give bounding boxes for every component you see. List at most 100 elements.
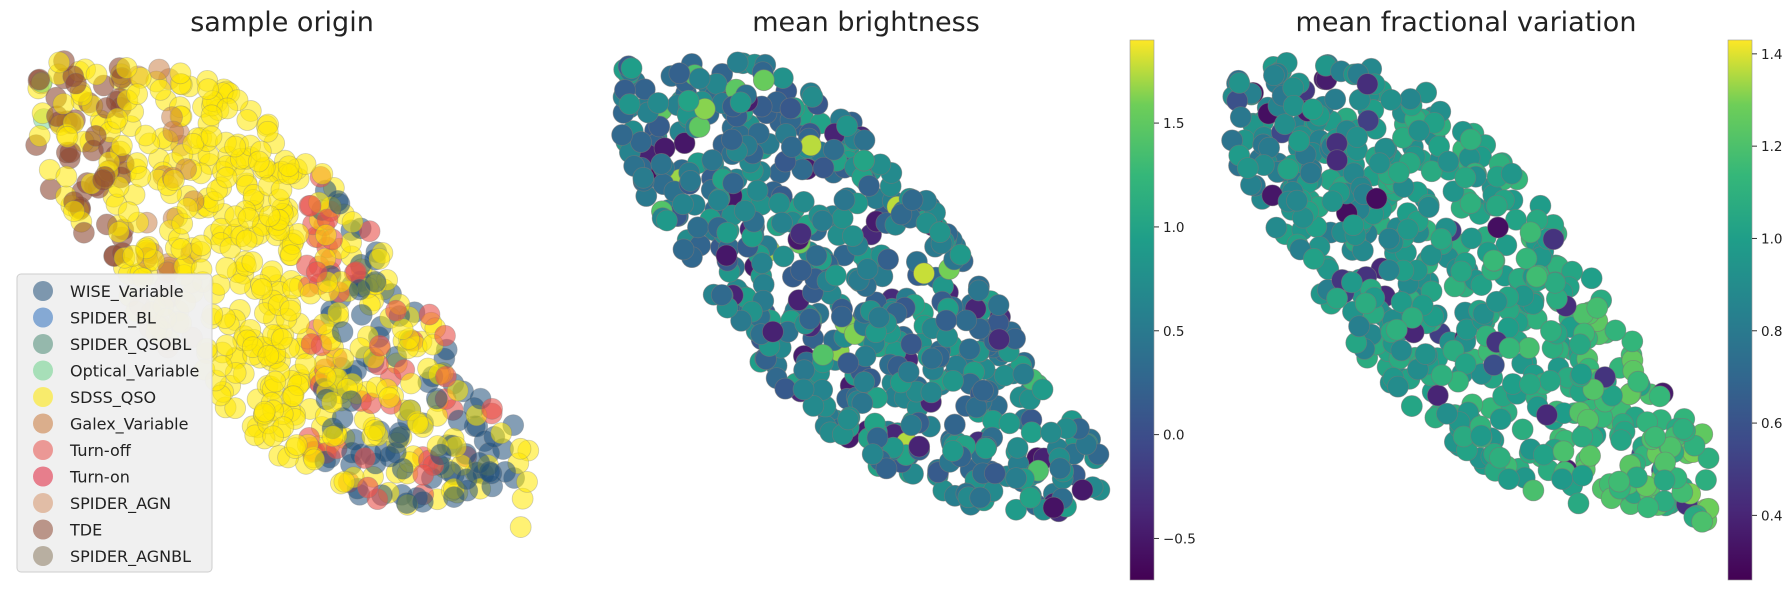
legend-marker	[33, 360, 53, 381]
data-point	[321, 391, 343, 414]
data-point	[28, 68, 51, 91]
data-point	[1637, 496, 1659, 519]
data-point	[446, 379, 469, 402]
data-point	[1263, 64, 1285, 87]
data-point	[258, 205, 281, 228]
data-point	[1340, 271, 1363, 294]
data-point	[1302, 247, 1325, 270]
data-point	[687, 216, 709, 239]
data-point	[1006, 436, 1029, 459]
data-point	[812, 343, 834, 366]
data-point	[1522, 479, 1545, 502]
data-point	[331, 321, 354, 343]
data-point	[729, 91, 752, 114]
data-point	[1539, 369, 1562, 392]
data-point	[1608, 470, 1631, 493]
colorbar-gradient	[1727, 39, 1753, 581]
legend-marker	[33, 413, 53, 434]
data-point	[822, 138, 845, 161]
data-point	[314, 366, 337, 388]
data-point	[1627, 370, 1650, 393]
data-point	[618, 93, 641, 116]
data-point	[974, 437, 997, 460]
data-point	[190, 234, 213, 257]
data-point	[1544, 271, 1566, 294]
data-point	[200, 125, 223, 148]
data-point	[277, 155, 300, 178]
mean-brightness-panel: mean brightness −0.5 0.0 0.5 1.0 1.5	[611, 7, 1196, 581]
data-point	[134, 124, 157, 147]
data-point	[341, 211, 364, 233]
legend-label: SDSS_QSO	[70, 388, 156, 408]
data-point	[300, 333, 323, 355]
data-point	[1299, 162, 1322, 184]
data-point	[224, 135, 246, 158]
data-point	[1408, 119, 1430, 142]
data-point	[356, 476, 379, 499]
data-point	[299, 194, 322, 217]
data-point	[1031, 378, 1054, 401]
data-point	[1644, 426, 1666, 449]
data-point	[110, 134, 133, 157]
data-point	[237, 207, 260, 230]
data-point	[1346, 126, 1369, 148]
data-point	[901, 189, 924, 211]
data-point	[730, 309, 753, 332]
colorbar-tick-label: 1.4	[1761, 47, 1782, 63]
data-point	[364, 419, 386, 441]
data-point	[1431, 364, 1453, 387]
legend-label: TDE	[69, 521, 102, 540]
data-point	[162, 120, 185, 143]
data-point	[632, 166, 655, 189]
data-point	[1005, 498, 1027, 521]
data-point	[726, 51, 749, 74]
data-point	[1487, 216, 1509, 239]
legend-label: SPIDER_BL	[70, 309, 156, 329]
colorbar-tick-label: 1.0	[1163, 220, 1184, 236]
data-point	[516, 470, 538, 493]
data-point	[332, 348, 355, 370]
colorbar-tick-label: 1.0	[1761, 231, 1782, 247]
data-point	[1570, 363, 1593, 386]
mean-fractional-variation-panel: mean fractional variation 0.4 0.6 0.8 1.0 1.…	[1221, 7, 1782, 581]
data-point	[1571, 425, 1594, 448]
data-point	[1388, 161, 1410, 184]
data-point	[162, 169, 185, 192]
data-point	[1387, 375, 1409, 398]
data-point	[853, 149, 875, 172]
data-point	[897, 361, 920, 383]
data-point	[1579, 444, 1601, 467]
data-point	[262, 425, 285, 448]
data-point	[478, 460, 501, 483]
data-point	[55, 165, 78, 188]
data-point	[1040, 421, 1062, 444]
data-point	[1489, 408, 1512, 431]
data-point	[312, 313, 335, 336]
data-point	[305, 261, 328, 283]
data-point	[425, 387, 448, 410]
data-point	[321, 425, 344, 448]
data-point	[1610, 429, 1632, 452]
data-point	[647, 92, 670, 114]
data-point	[868, 306, 890, 329]
data-point	[802, 394, 825, 417]
data-point	[1414, 343, 1437, 365]
data-point	[358, 220, 381, 243]
data-point	[1489, 446, 1511, 469]
data-point	[65, 72, 87, 95]
data-point	[391, 457, 414, 480]
data-point	[805, 244, 828, 267]
data-point	[264, 370, 287, 393]
data-point	[1586, 296, 1609, 319]
data-point	[984, 462, 1006, 485]
data-point	[1455, 318, 1478, 341]
data-point	[1229, 106, 1252, 129]
data-point	[792, 190, 815, 213]
data-point	[688, 67, 711, 90]
data-point	[1417, 196, 1440, 219]
data-point	[1236, 157, 1259, 179]
data-point	[630, 131, 652, 153]
data-point	[56, 125, 79, 148]
data-point	[679, 170, 702, 192]
data-point	[72, 221, 95, 244]
